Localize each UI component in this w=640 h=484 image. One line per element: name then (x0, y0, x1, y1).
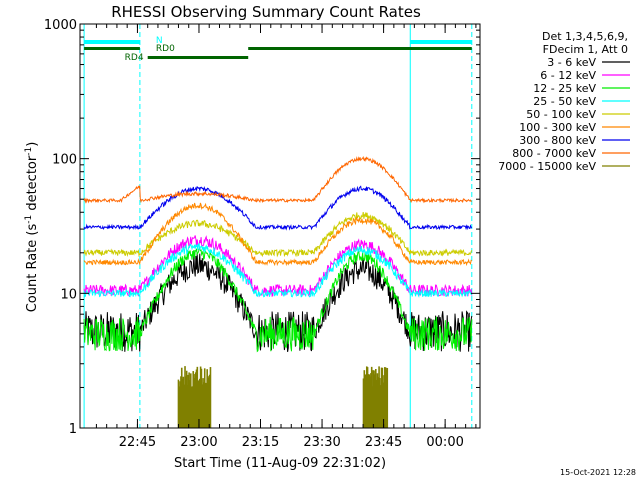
night-flag-bar-0 (84, 40, 140, 44)
y-axis-label-end: ) (25, 142, 40, 147)
chart-title: RHESSI Observing Summary Count Rates (111, 3, 421, 21)
legend-label-4: 50 - 100 keV (526, 108, 596, 121)
x-tick-label-5: 00:00 (426, 435, 463, 450)
rd4-flag-bar (147, 56, 249, 59)
y-tick-label-1: 10 (60, 287, 77, 302)
axes-layer: 1 10 100 1000 22:45 23:00 23:15 23:30 23:45 00:00 (44, 18, 480, 450)
timestamp: 15-Oct-2021 12:28 (560, 468, 636, 477)
x-tick-label-3: 23:30 (303, 435, 340, 450)
series-line-6 (83, 185, 473, 231)
y-tick-label-3: 1000 (44, 18, 77, 33)
series-line-4 (83, 212, 473, 258)
eclipse-boundary-lines (83, 24, 473, 428)
y-tick-label-2: 100 (52, 153, 77, 168)
x-axis-label: Start Time (11-Aug-09 22:31:02) (174, 456, 386, 471)
legend: Det 1,3,4,5,6,9,FDecim 1, Att 03 - 6 keV… (498, 30, 630, 173)
flag-label-rd0: RD0 (156, 44, 175, 54)
rd0-flag-bar-0 (84, 47, 140, 50)
y-axis-label-sup2: -1 (24, 147, 34, 156)
legend-header-1: FDecim 1, Att 0 (543, 43, 628, 56)
y-tick-label-0: 1 (69, 422, 77, 437)
legend-label-8: 7000 - 15000 keV (498, 160, 596, 173)
legend-label-3: 25 - 50 keV (533, 95, 596, 108)
legend-label-7: 800 - 7000 keV (512, 147, 596, 160)
x-tick-label-0: 22:45 (119, 435, 156, 450)
x-tick-label-1: 23:00 (180, 435, 217, 450)
plot-frame (79, 23, 481, 429)
legend-label-2: 12 - 25 keV (533, 82, 596, 95)
y-axis-label-main: Count Rate (s (25, 224, 40, 313)
series-line-7 (83, 156, 472, 204)
rd0-flag-bar-1 (248, 47, 472, 50)
legend-label-6: 300 - 800 keV (519, 134, 596, 147)
legend-header-0: Det 1,3,4,5,6,9, (542, 30, 628, 43)
y-axis-label-sup1: -1 (24, 215, 34, 224)
y-axis-label-mid: detector (25, 155, 40, 215)
x-tick-label-2: 23:15 (242, 435, 279, 450)
night-flag-bar-1 (410, 40, 472, 44)
series-line-2 (83, 247, 473, 353)
legend-label-5: 100 - 300 keV (519, 121, 596, 134)
series-line-3 (83, 242, 473, 298)
x-tick-label-4: 23:45 (365, 435, 402, 450)
legend-label-0: 3 - 6 keV (547, 56, 596, 69)
flag-label-rd4: RD4 (125, 53, 144, 63)
series-line-1 (83, 235, 473, 298)
y-axis-label: Count Rate (s-1 detector-1) (24, 142, 40, 313)
series-layer (83, 156, 473, 428)
flag-label-night: N (156, 36, 163, 46)
legend-label-1: 6 - 12 keV (540, 69, 596, 82)
series-line-5 (83, 202, 473, 267)
